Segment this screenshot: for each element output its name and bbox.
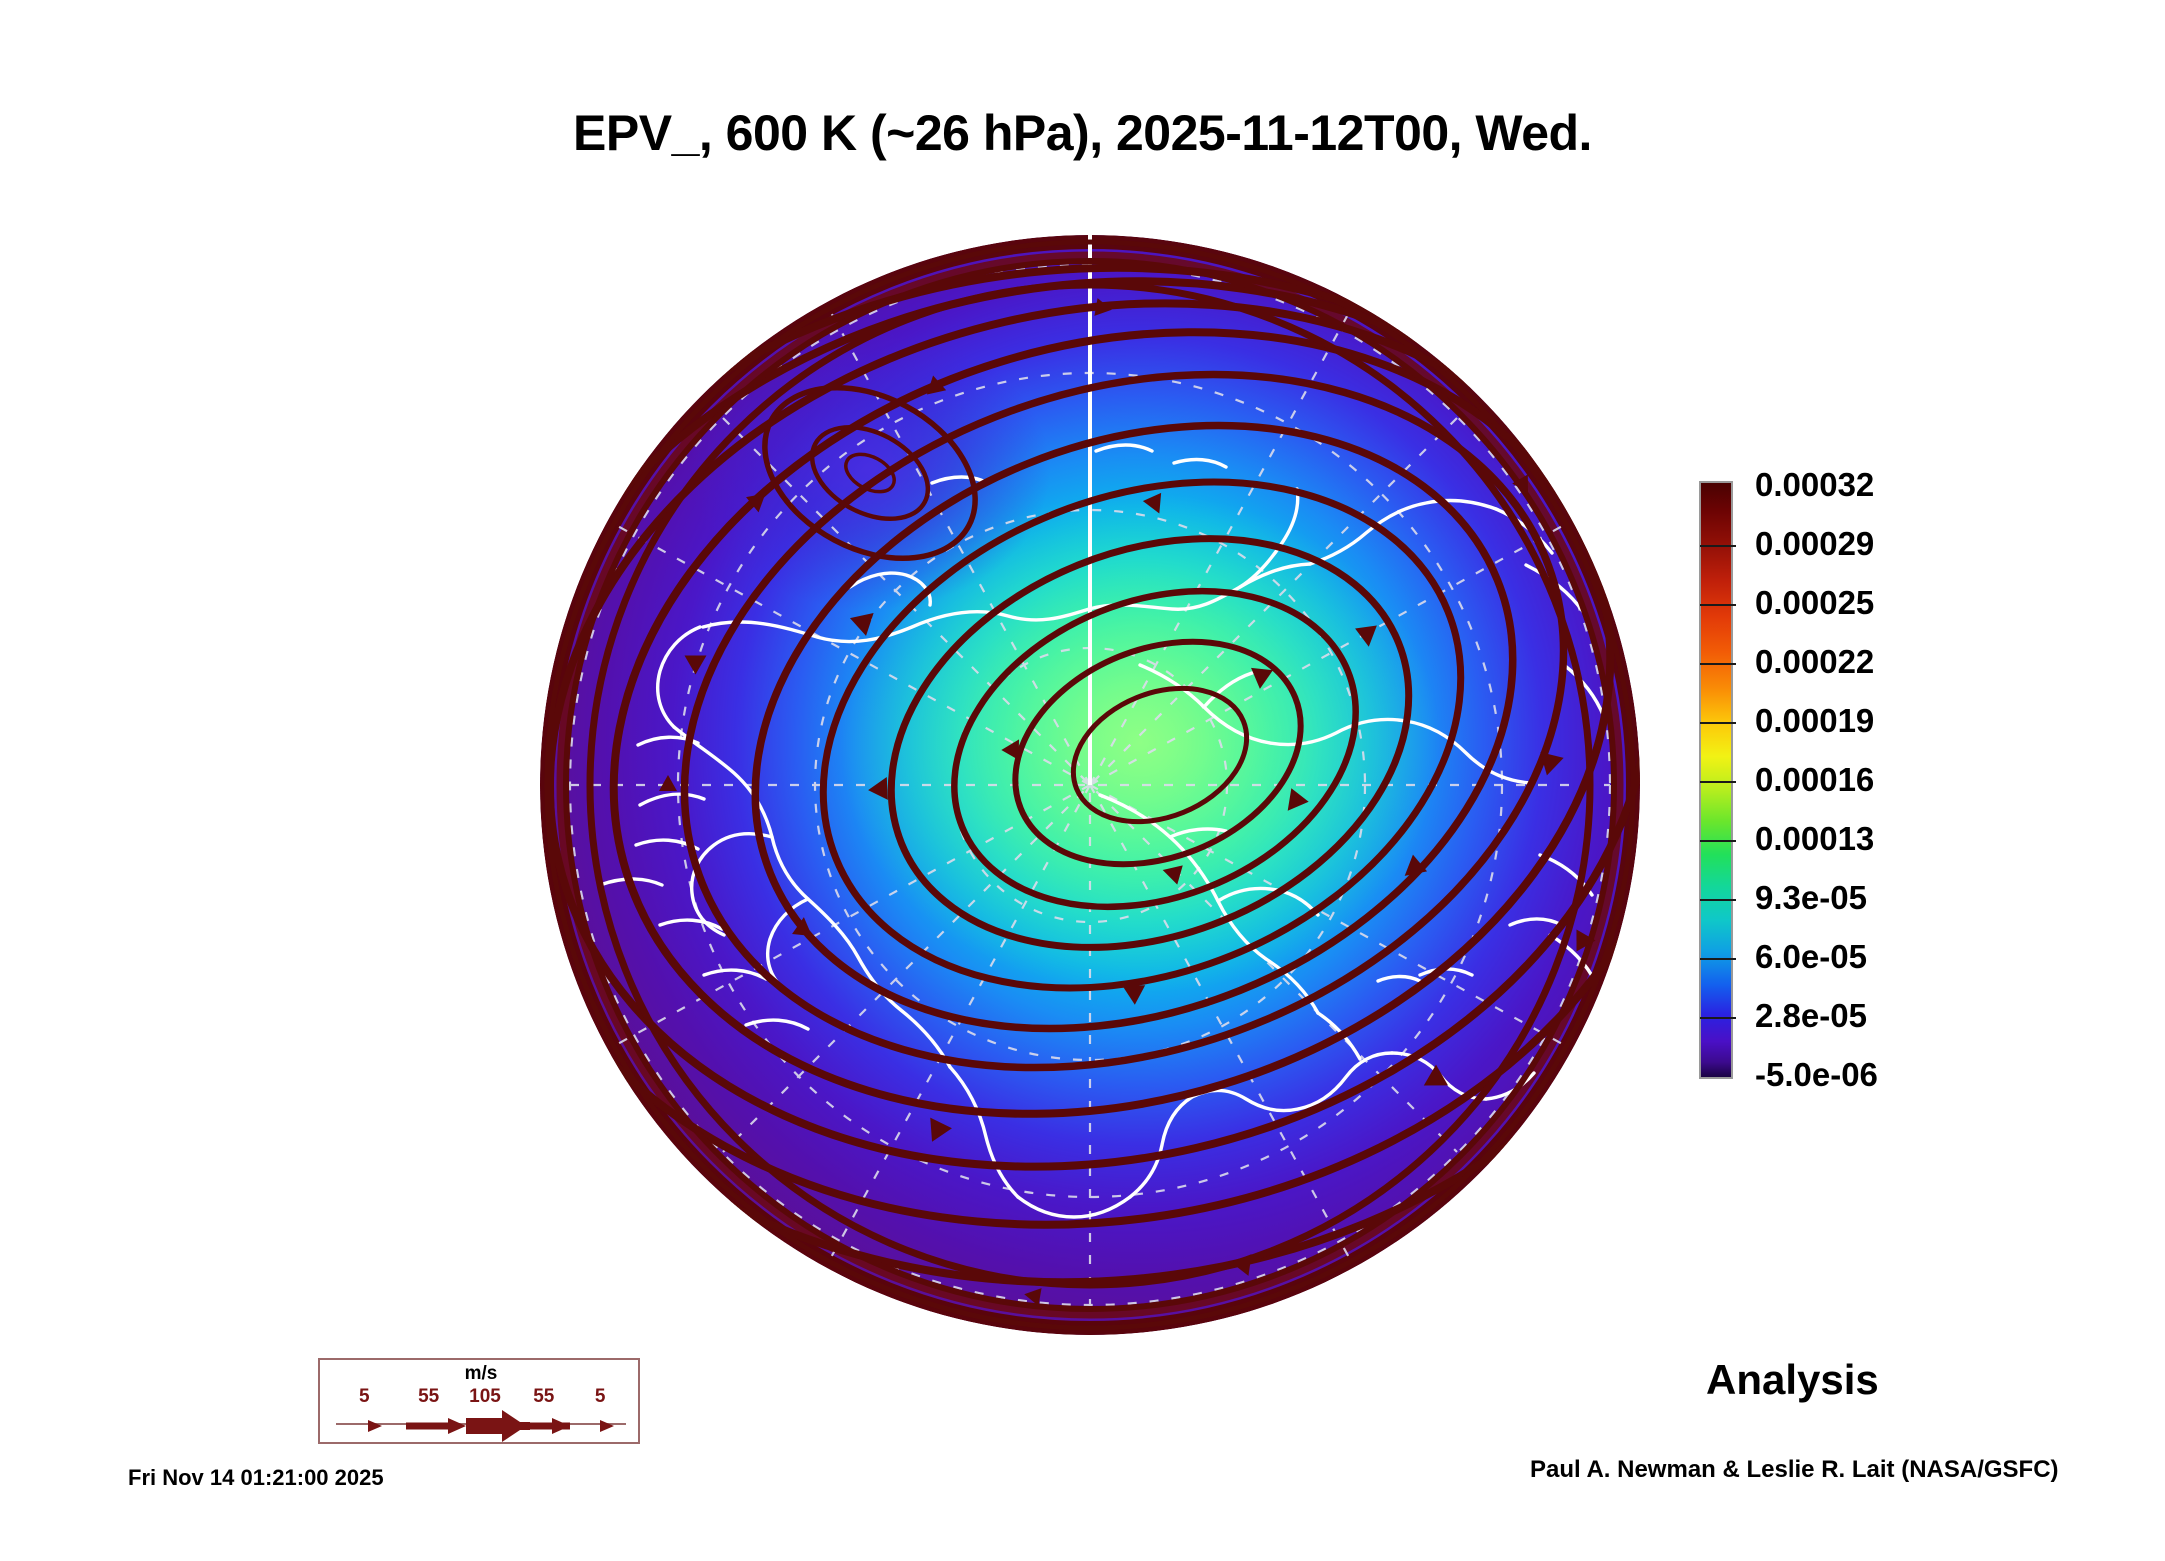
streamlines <box>540 239 1640 1331</box>
colorbar-tick-label: 0.00016 <box>1755 761 1875 798</box>
colorbar-tick-label: -5.0e-06 <box>1755 1056 1878 1093</box>
colorbar-tick-label: 0.00025 <box>1755 584 1875 621</box>
colorbar-tick <box>1700 899 1736 901</box>
colorbar-gradient <box>1701 483 1731 1077</box>
author-credit: Paul A. Newman & Leslie R. Lait (NASA/GS… <box>1530 1456 2059 1483</box>
colorbar-tick <box>1700 663 1736 665</box>
colorbar <box>1699 481 1736 1079</box>
colorbar-tick-label: 6.0e-05 <box>1755 938 1867 975</box>
colorbar-tick <box>1700 604 1736 606</box>
page-title: EPV_, 600 K (~26 hPa), 2025-11-12T00, We… <box>573 105 1592 161</box>
wind-legend-unit: m/s <box>464 1363 498 1384</box>
colorbar-tick-label: 0.00032 <box>1755 466 1875 503</box>
colorbar-tick-label: 0.00019 <box>1755 702 1875 739</box>
analysis-label: Analysis <box>1706 1356 1879 1403</box>
wind-speed-legend: m/s 5 55 105 55 5 <box>318 1358 640 1444</box>
wind-legend-value: 55 <box>533 1386 555 1407</box>
colorbar-tick <box>1700 958 1736 960</box>
colorbar-tick <box>1700 781 1736 783</box>
wind-legend-value: 5 <box>594 1386 606 1407</box>
colorbar-tick <box>1700 545 1736 547</box>
colorbar-tick <box>1700 840 1736 842</box>
colorbar-labels: 0.00032 0.00029 0.00025 0.00022 0.00019 0.000… <box>1755 466 1985 1093</box>
wind-legend-value: 105 <box>469 1386 501 1407</box>
map-svg <box>540 235 1640 1335</box>
colorbar-tick <box>1700 722 1736 724</box>
colorbar-tick-label: 2.8e-05 <box>1755 997 1867 1034</box>
wind-legend-value: 5 <box>358 1386 370 1407</box>
colorbar-tick-label: 0.00022 <box>1755 643 1875 680</box>
colorbar-tick-label: 0.00029 <box>1755 525 1875 562</box>
colorbar-tick-label: 0.00013 <box>1755 820 1875 857</box>
map-disc <box>540 235 1640 1335</box>
generation-timestamp: Fri Nov 14 01:21:00 2025 <box>128 1465 384 1490</box>
wind-legend-value: 55 <box>418 1386 440 1407</box>
colorbar-tick <box>1700 1017 1736 1019</box>
wind-legend-arrows <box>368 1410 614 1442</box>
colorbar-tick-label: 9.3e-05 <box>1755 879 1867 916</box>
streamline-arrowheads <box>659 298 1596 1306</box>
polar-map <box>540 235 1640 1335</box>
